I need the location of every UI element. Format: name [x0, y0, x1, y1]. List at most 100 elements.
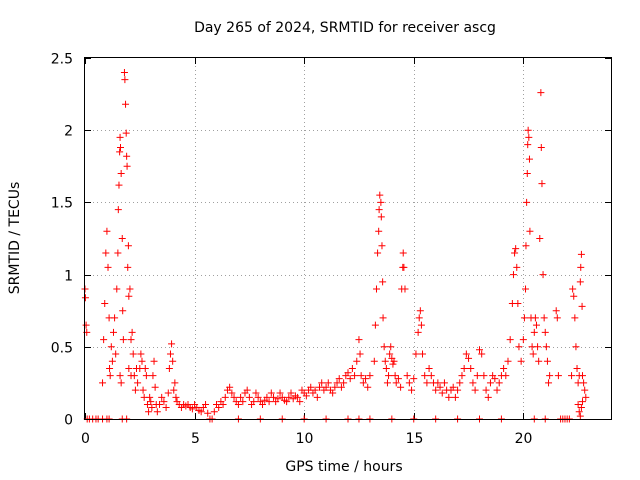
data-point — [265, 398, 273, 406]
data-point — [156, 401, 164, 409]
data-point — [423, 379, 431, 387]
data-point — [335, 375, 343, 383]
data-point — [383, 379, 391, 387]
data-point — [243, 386, 251, 394]
data-point — [513, 263, 521, 271]
data-point — [451, 393, 459, 401]
data-point — [138, 357, 146, 365]
data-point — [234, 401, 242, 409]
data-point — [410, 375, 418, 383]
data-point — [538, 180, 546, 188]
data-point — [394, 375, 402, 383]
data-point — [287, 389, 295, 397]
data-point — [525, 155, 533, 163]
data-point — [478, 350, 486, 358]
data-point — [283, 398, 291, 406]
data-point — [403, 372, 411, 380]
x-tick-label: 5 — [191, 431, 200, 447]
data-point — [344, 369, 352, 377]
data-point — [219, 401, 227, 409]
data-point — [143, 401, 151, 409]
data-point — [445, 393, 453, 401]
data-point — [515, 343, 523, 351]
data-point — [392, 379, 400, 387]
data-point — [126, 285, 134, 293]
data-point — [379, 314, 387, 322]
data-point — [577, 250, 585, 258]
data-point — [151, 383, 159, 391]
data-point — [486, 379, 494, 387]
data-point — [141, 364, 149, 372]
data-point — [427, 372, 435, 380]
data-point — [125, 292, 133, 300]
data-point — [386, 350, 394, 358]
data-point — [381, 357, 389, 365]
data-point — [263, 393, 271, 401]
data-point — [512, 245, 520, 253]
data-point — [377, 198, 385, 206]
data-point — [458, 372, 466, 380]
data-point — [111, 314, 119, 322]
data-point — [471, 386, 479, 394]
data-point — [158, 393, 166, 401]
data-point — [307, 383, 315, 391]
data-point — [106, 364, 114, 372]
data-point — [385, 372, 393, 380]
data-point — [553, 314, 561, 322]
data-point — [401, 285, 409, 293]
data-point — [417, 321, 425, 329]
data-point — [166, 350, 174, 358]
data-point — [389, 360, 397, 368]
data-point — [322, 383, 330, 391]
data-point — [414, 328, 422, 336]
data-point — [469, 379, 477, 387]
data-point — [137, 350, 145, 358]
data-point — [500, 364, 508, 372]
data-point — [408, 386, 416, 394]
axis-ticks: 0 0.5 1 1.5 2 2.5 0 5 10 15 20 — [51, 52, 611, 447]
data-point — [112, 350, 120, 358]
data-point — [294, 393, 302, 401]
data-point — [522, 285, 530, 293]
data-point — [145, 408, 153, 416]
data-point — [514, 299, 522, 307]
data-point — [542, 343, 550, 351]
data-point — [425, 364, 433, 372]
data-point — [82, 321, 90, 329]
data-point — [524, 141, 532, 149]
data-point — [127, 336, 135, 344]
data-point — [570, 292, 578, 300]
data-point — [535, 357, 543, 365]
data-point — [267, 389, 275, 397]
data-point — [530, 328, 538, 336]
data-point — [541, 328, 549, 336]
data-point — [252, 389, 260, 397]
x-tick-label: 0 — [81, 431, 90, 447]
data-point — [399, 249, 407, 257]
data-point — [125, 364, 133, 372]
data-point — [571, 314, 579, 322]
data-point — [575, 408, 583, 416]
data-point — [113, 285, 121, 293]
data-point — [119, 307, 127, 315]
data-point — [146, 393, 154, 401]
data-point — [123, 152, 131, 160]
data-point — [531, 314, 539, 322]
data-point — [359, 379, 367, 387]
data-point — [153, 408, 161, 416]
data-point — [254, 393, 262, 401]
data-point — [331, 383, 339, 391]
data-point — [162, 403, 170, 411]
data-point — [523, 170, 531, 178]
data-point — [580, 379, 588, 387]
plot-frame — [84, 57, 612, 420]
data-point — [440, 379, 448, 387]
data-point — [316, 383, 324, 391]
data-point — [529, 350, 537, 358]
data-point — [302, 392, 310, 400]
data-point — [421, 372, 429, 380]
data-point — [519, 336, 527, 344]
data-point — [405, 379, 413, 387]
data-point — [362, 375, 370, 383]
data-point — [226, 383, 234, 391]
